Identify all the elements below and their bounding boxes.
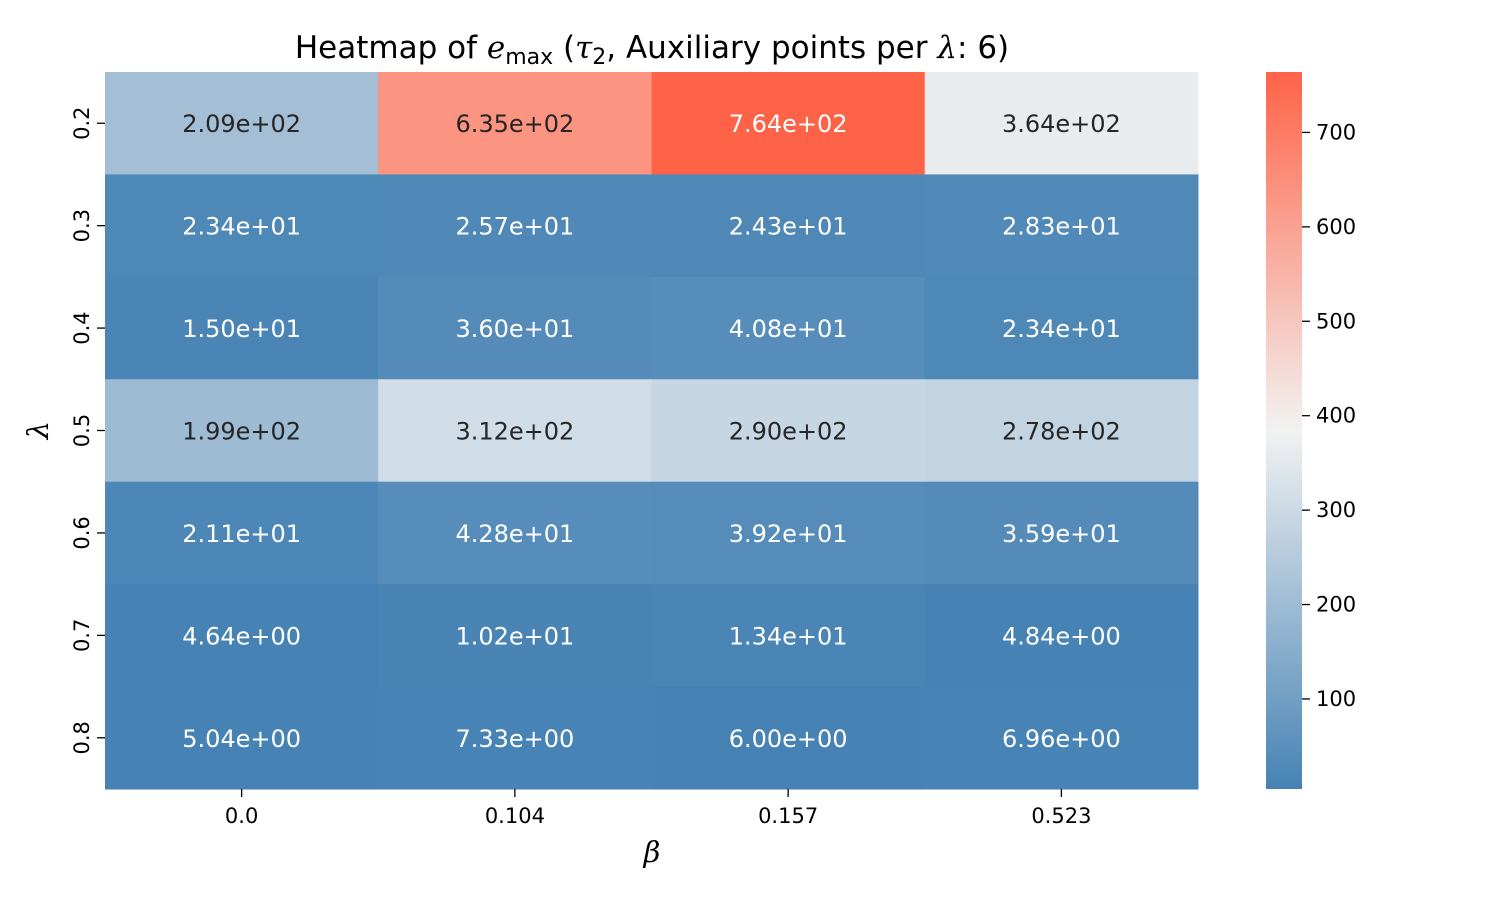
heatmap-cell-r1-c1: [378, 174, 652, 278]
cell-annotation-r6-c3: 6.96e+00: [1002, 725, 1121, 753]
cell-annotation-r3-c2: 2.90e+02: [729, 418, 848, 446]
heatmap-cell-r4-c3: [924, 481, 1199, 585]
heatmap-cell-r3-c0: [105, 379, 379, 483]
heatmap-cell-r4-c0: [105, 481, 379, 585]
y-tick-label-0: 0.2: [70, 107, 94, 140]
cell-annotation-r2-c1: 3.60e+01: [455, 315, 574, 343]
heatmap-cell-r3-c2: [651, 379, 926, 483]
x-tick-label-3: 0.523: [1031, 804, 1091, 828]
cell-annotation-r4-c2: 3.92e+01: [729, 520, 848, 548]
cell-annotation-r2-c3: 2.34e+01: [1002, 315, 1121, 343]
heatmap-cell-r3-c3: [924, 379, 1199, 483]
y-tick-label-6: 0.8: [70, 721, 94, 754]
y-tick-label-5: 0.7: [70, 619, 94, 652]
heatmap-cell-r6-c2: [651, 686, 926, 790]
x-tick-label-2: 0.157: [758, 804, 818, 828]
heatmap-cell-r2-c3: [924, 276, 1199, 380]
cell-annotation-r1-c0: 2.34e+01: [182, 213, 301, 241]
colorbar-tick-label-6: 700: [1316, 120, 1356, 144]
colorbar: [1266, 72, 1302, 789]
heatmap-cell-r5-c2: [651, 584, 926, 688]
cell-annotation-r2-c2: 4.08e+01: [729, 315, 848, 343]
cell-annotation-r1-c3: 2.83e+01: [1002, 213, 1121, 241]
cell-annotation-r5-c3: 4.84e+00: [1002, 622, 1121, 650]
heatmap-cell-r3-c1: [378, 379, 652, 483]
cell-annotation-r4-c3: 3.59e+01: [1002, 520, 1121, 548]
cell-annotation-r2-c0: 1.50e+01: [182, 315, 301, 343]
cell-annotation-r5-c2: 1.34e+01: [729, 622, 848, 650]
heatmap-cell-r1-c2: [651, 174, 926, 278]
cell-annotation-r0-c2: 7.64e+02: [729, 110, 848, 138]
heatmap-cell-r1-c3: [924, 174, 1199, 278]
heatmap-cells: [105, 72, 1199, 790]
heatmap-cell-r0-c2: [651, 72, 926, 175]
x-tick-label-0: 0.0: [225, 804, 258, 828]
heatmap-cell-r4-c1: [378, 481, 652, 585]
cell-annotation-r6-c0: 5.04e+00: [182, 725, 301, 753]
heatmap-cell-r5-c1: [378, 584, 652, 688]
y-axis-label: λ: [21, 421, 55, 440]
heatmap-cell-r5-c3: [924, 584, 1199, 688]
heatmap-cell-r0-c0: [105, 72, 379, 175]
cell-annotation-r0-c0: 2.09e+02: [182, 110, 301, 138]
axis-ticks: 0.0 0.104 0.157 0.523 0.2 0.3 0.4 0.5 0.6 0.7 0.8: [70, 107, 1091, 828]
cell-annotation-r5-c1: 1.02e+01: [455, 622, 574, 650]
heatmap-cell-r1-c0: [105, 174, 379, 278]
cell-annotation-r0-c1: 6.35e+02: [455, 110, 574, 138]
heatmap-cell-r0-c1: [378, 72, 652, 175]
heatmap-cell-r5-c0: [105, 584, 379, 688]
cell-annotation-r3-c0: 1.99e+02: [182, 418, 301, 446]
chart-title: Heatmap of emax (τ2, Auxiliary points pe…: [295, 30, 1009, 70]
heatmap-annotations: 2.09e+02 6.35e+02 7.64e+02 3.64e+02 2.34e+01…: [182, 110, 1121, 753]
cell-annotation-r0-c3: 3.64e+02: [1002, 110, 1121, 138]
y-tick-label-3: 0.5: [70, 414, 94, 447]
cell-annotation-r5-c0: 4.64e+00: [182, 622, 301, 650]
cell-annotation-r6-c2: 6.00e+00: [729, 725, 848, 753]
cell-annotation-r1-c2: 2.43e+01: [729, 213, 848, 241]
cell-annotation-r4-c0: 2.11e+01: [182, 520, 301, 548]
heatmap-cell-r0-c3: [924, 72, 1199, 175]
heatmap-cell-r2-c2: [651, 276, 926, 380]
colorbar-ticks: 100 200 300 400 500 600 700: [1302, 120, 1356, 711]
cell-annotation-r6-c1: 7.33e+00: [455, 725, 574, 753]
x-tick-label-1: 0.104: [485, 804, 545, 828]
heatmap-cell-r6-c1: [378, 686, 652, 790]
cell-annotation-r1-c1: 2.57e+01: [455, 213, 574, 241]
heatmap-cell-r4-c2: [651, 481, 926, 585]
colorbar-tick-label-5: 600: [1316, 215, 1356, 239]
y-tick-label-4: 0.6: [70, 516, 94, 549]
heatmap-cell-r6-c3: [924, 686, 1199, 790]
heatmap-cell-r2-c0: [105, 276, 379, 380]
colorbar-tick-label-1: 200: [1316, 593, 1356, 617]
colorbar-tick-label-2: 300: [1316, 498, 1356, 522]
colorbar-tick-label-0: 100: [1316, 687, 1356, 711]
cell-annotation-r3-c3: 2.78e+02: [1002, 418, 1121, 446]
colorbar-tick-label-4: 500: [1316, 309, 1356, 333]
y-tick-label-2: 0.4: [70, 311, 94, 344]
y-tick-label-1: 0.3: [70, 209, 94, 242]
x-axis-label: β: [643, 835, 661, 869]
cell-annotation-r4-c1: 4.28e+01: [455, 520, 574, 548]
heatmap-cell-r2-c1: [378, 276, 652, 380]
colorbar-tick-label-3: 400: [1316, 404, 1356, 428]
heatmap-cell-r6-c0: [105, 686, 379, 790]
cell-annotation-r3-c1: 3.12e+02: [455, 418, 574, 446]
